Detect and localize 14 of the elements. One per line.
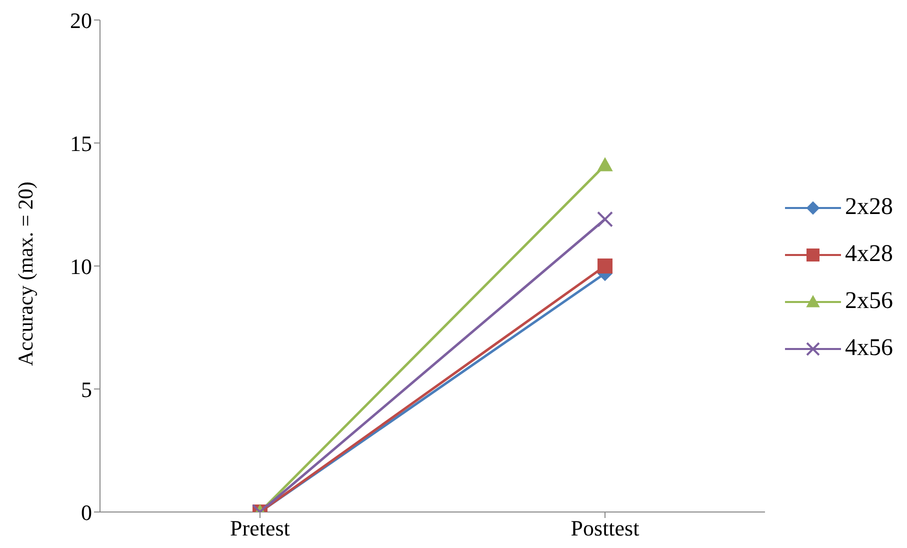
y-tick-label: 0 xyxy=(81,500,92,525)
x-tick-label: Posttest xyxy=(570,516,640,541)
point xyxy=(598,258,612,274)
y-axis-title: Accuracy (max. = 20) xyxy=(13,182,38,366)
legend-label: 4x56 xyxy=(845,335,893,362)
y-tick-label: 5 xyxy=(81,376,92,402)
legend-label: 4x28 xyxy=(845,241,893,268)
legend-label: 2x56 xyxy=(845,288,893,315)
x-tick-label: Pretest xyxy=(230,516,290,541)
y-tick-label: 15 xyxy=(70,130,92,156)
point xyxy=(597,211,613,228)
y-tick-label: 20 xyxy=(70,8,92,33)
y-tick-label: 10 xyxy=(70,254,92,279)
legend-label: 2x28 xyxy=(845,194,893,221)
